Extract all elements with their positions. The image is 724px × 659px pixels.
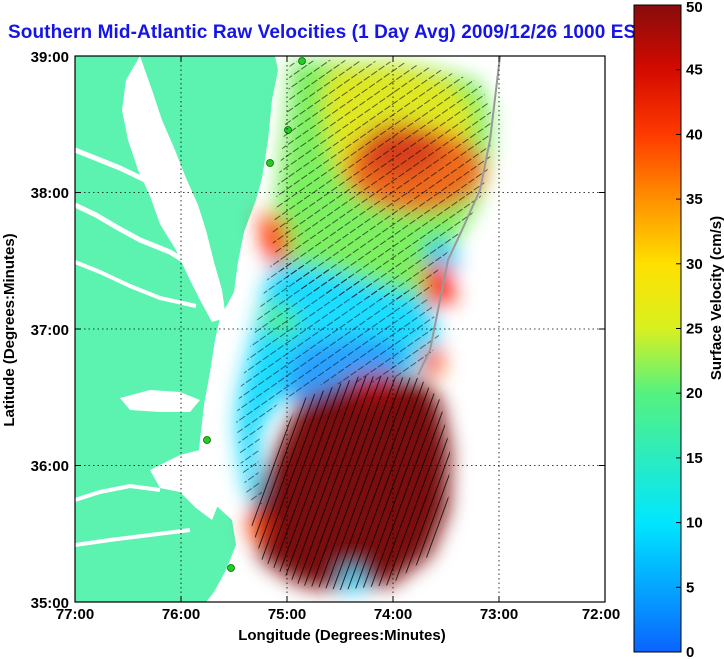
x-tick-label: 75:00: [268, 606, 306, 623]
colorbar-tick-label: 45: [686, 62, 703, 79]
colorbar-tick-label: 15: [686, 450, 703, 467]
river-1: [75, 147, 162, 193]
albemarle-sound: [120, 390, 200, 412]
grid-lines: [75, 56, 605, 602]
colorbar-tick-label: 5: [686, 579, 694, 596]
river-3: [75, 260, 197, 308]
station-marker: [266, 159, 274, 167]
colorbar-tick-label: 35: [686, 191, 703, 208]
velocity-vectors-north: [272, 60, 492, 300]
station-marker: [298, 57, 306, 65]
neuse-river: [75, 528, 191, 547]
shelf-contour: [417, 56, 501, 376]
colorbar-label: Surface Velocity (cm/s): [708, 216, 724, 380]
station-marker: [284, 126, 292, 134]
y-tick-label: 37:00: [31, 322, 69, 339]
map-title: Southern Mid-Atlantic Raw Velocities (1 …: [8, 22, 649, 43]
velocity-vectors-central: [236, 260, 440, 505]
x-tick-label: 76:00: [162, 606, 200, 623]
colorbar-tick-label: 0: [686, 644, 694, 659]
station-marker: [227, 564, 235, 572]
river-2: [75, 202, 188, 265]
velocity-vectors-south: [250, 376, 450, 590]
y-axis-label: Latitude (Degrees:Minutes): [1, 233, 18, 426]
delmarva-shore: [205, 70, 250, 262]
y-tick-label: 39:00: [31, 49, 69, 66]
chesapeake-bay: [122, 56, 226, 322]
pamlico-sound: [150, 450, 220, 520]
colorbar-tick-label: 40: [686, 126, 703, 143]
x-tick-label: 73:00: [480, 606, 518, 623]
station-marker: [203, 436, 211, 444]
x-tick-label: 77:00: [56, 606, 94, 623]
colorbar-tick-label: 10: [686, 515, 703, 532]
x-tick-label: 72:00: [582, 606, 620, 623]
colorbar-tick-label: 25: [686, 321, 703, 338]
tick-marks: [75, 56, 605, 602]
colorbar-tick-label: 50: [686, 0, 703, 16]
y-tick-label: 36:00: [31, 458, 69, 475]
pamlico-river: [75, 483, 161, 502]
x-tick-label: 74:00: [374, 606, 412, 623]
y-tick-label: 38:00: [31, 185, 69, 202]
y-tick-label: 35:00: [31, 595, 69, 612]
colorbar-tick-label: 20: [686, 385, 703, 402]
x-axis-label: Longitude (Degrees:Minutes): [238, 627, 446, 644]
colorbar: [633, 4, 682, 653]
colorbar-tick-label: 30: [686, 256, 703, 273]
